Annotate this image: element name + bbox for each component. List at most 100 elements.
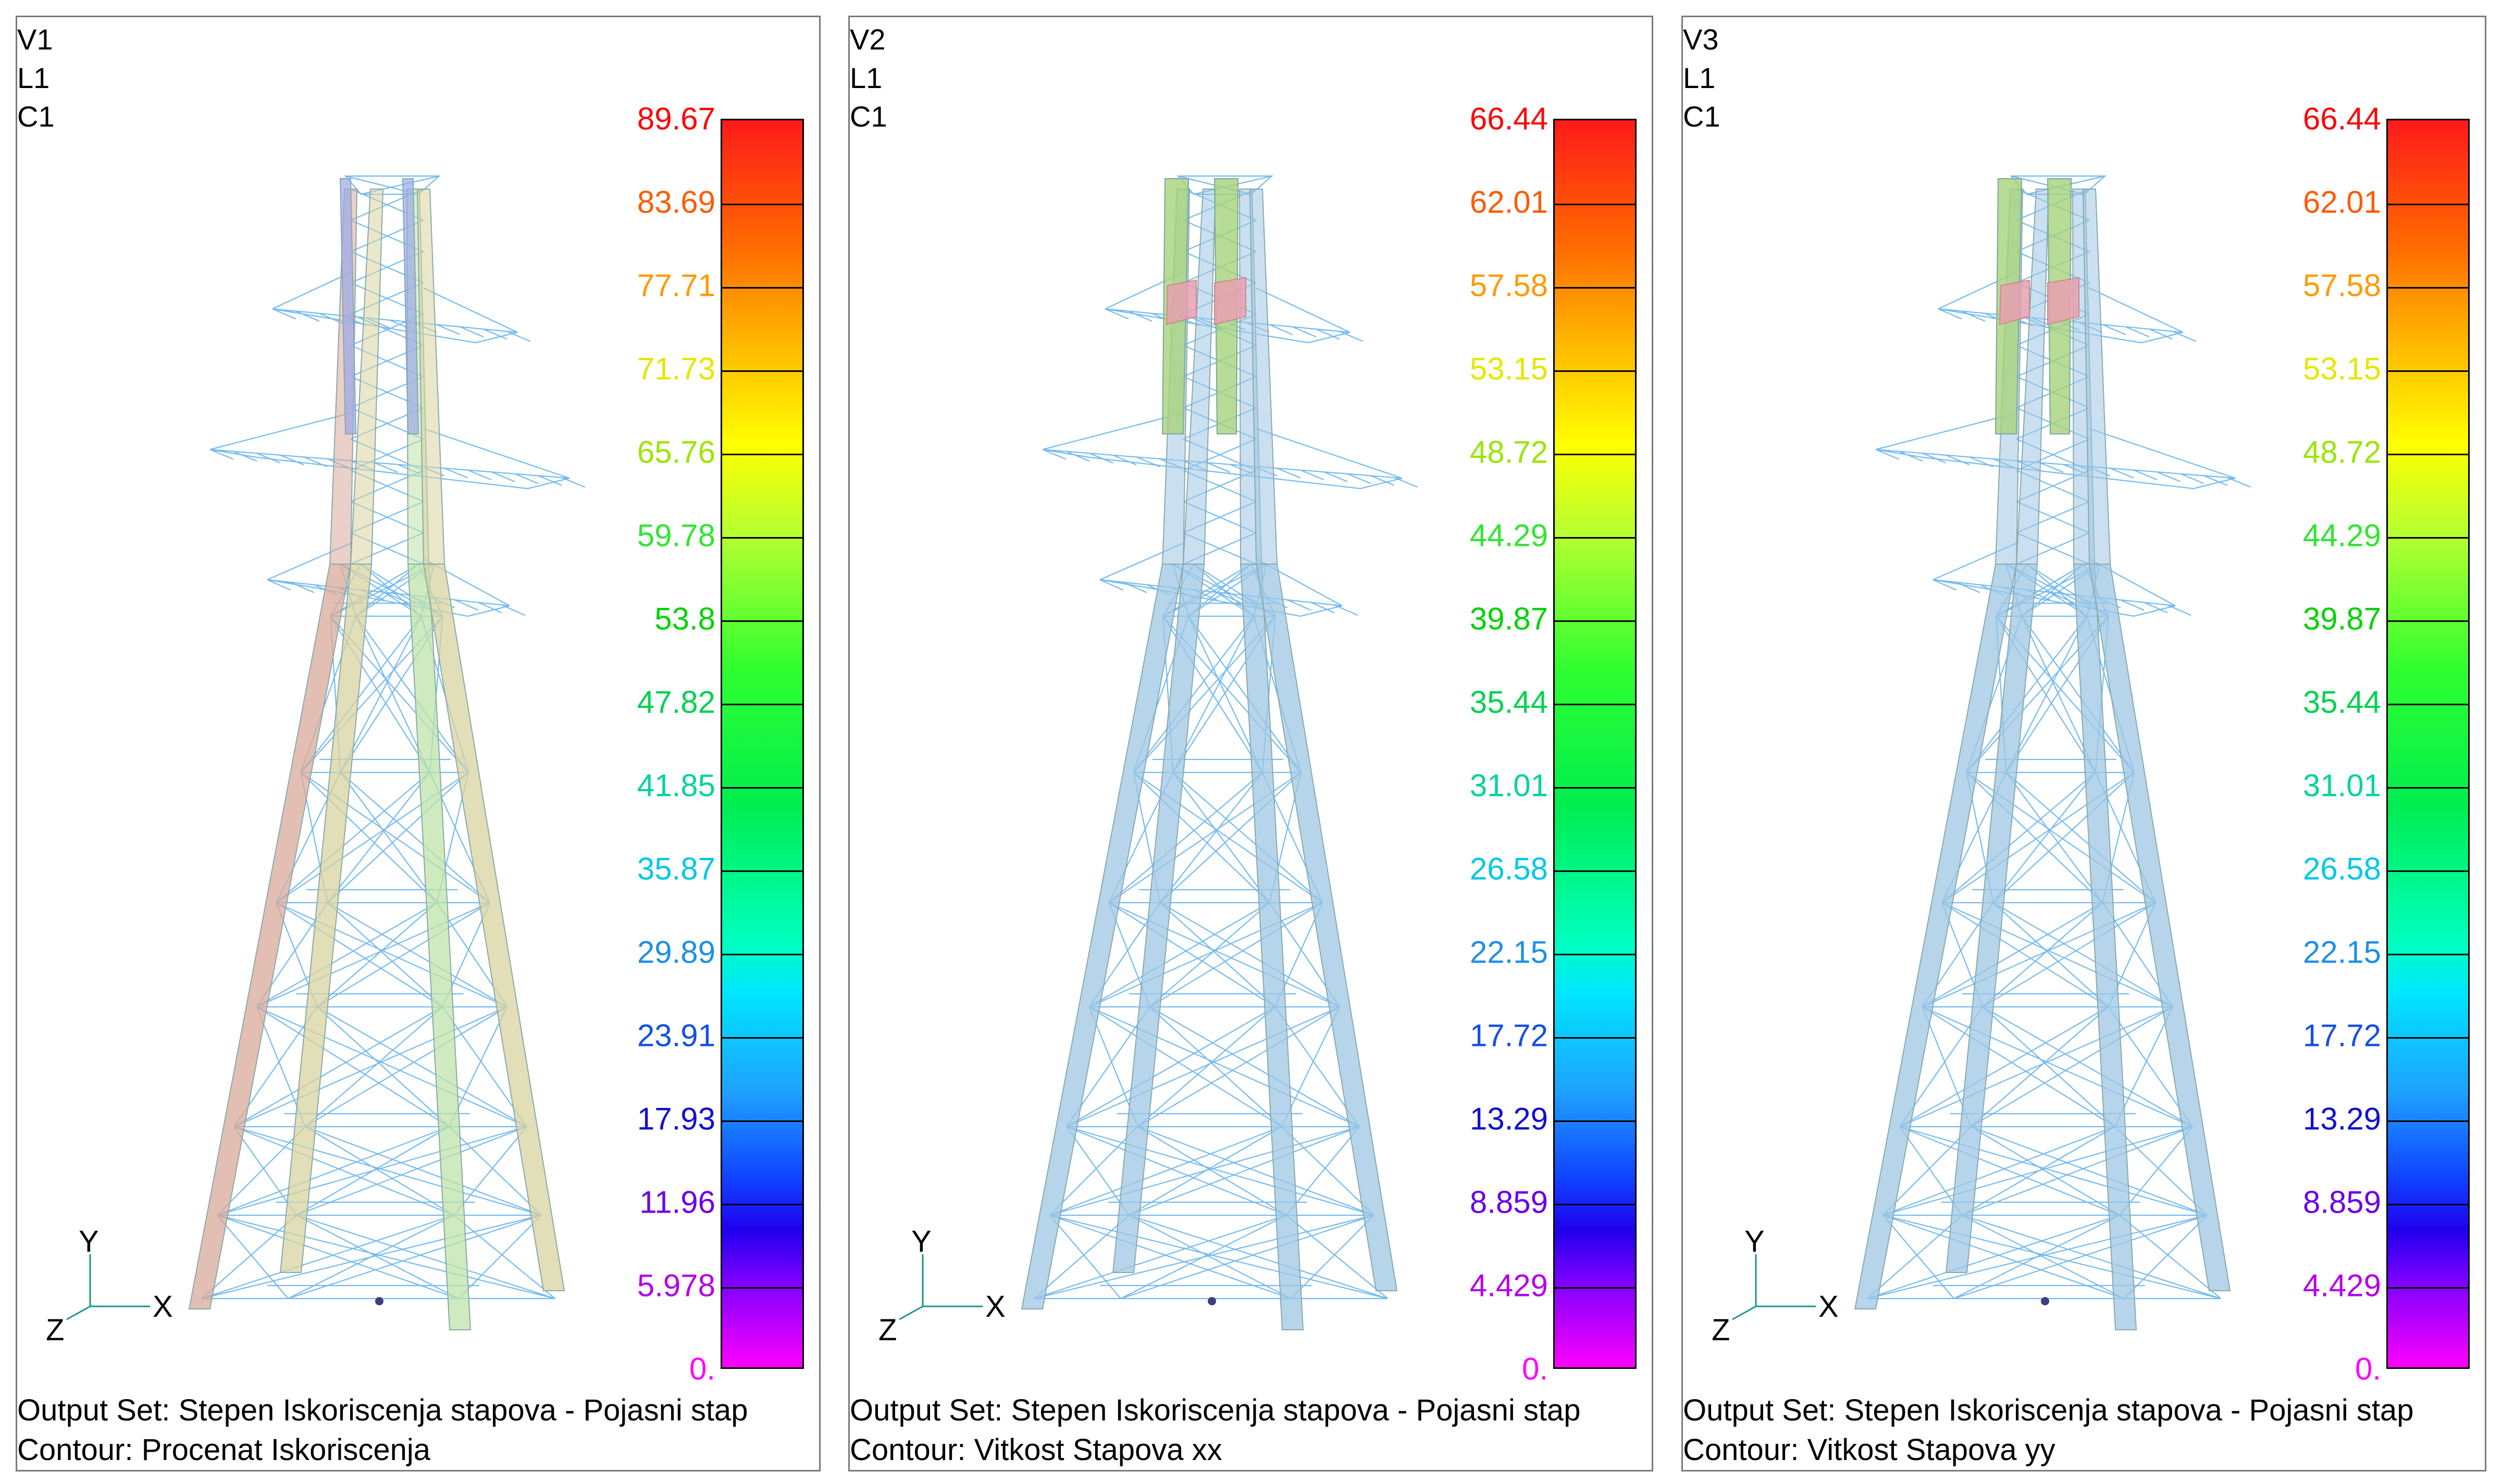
brace-member (449, 1126, 542, 1216)
legend-divider (722, 454, 802, 455)
brace-member (1149, 1006, 1360, 1127)
legend-divider (2388, 454, 2468, 455)
crossarm-lacing (1128, 310, 1153, 322)
tower-model[interactable]: Y X Z (1683, 17, 2486, 1471)
contour-legend-bar (2386, 119, 2470, 1369)
brace-member (1953, 1215, 2120, 1299)
crossarm-lacing (1206, 462, 1231, 473)
legend-divider (1555, 204, 1635, 205)
legend-divider (2388, 1120, 2468, 1122)
brace-member (256, 902, 437, 1007)
brace-member (1966, 616, 2088, 773)
legend-value: 29.89 (637, 934, 715, 970)
legend-value: 13.29 (1469, 1101, 1548, 1137)
brace-member (1992, 902, 2173, 1007)
brace-member (1149, 902, 1323, 1007)
legend-value: 13.29 (2302, 1101, 2381, 1137)
legend-value: 8.859 (1469, 1184, 1548, 1220)
viewport-panel-v1[interactable]: V1 L1 C1 Y X Z 89.67 83.69 77.71 71.73 65.76 59… (16, 16, 821, 1471)
x-axis-label: X (985, 1290, 1006, 1324)
brace-member (1066, 1006, 1340, 1128)
brace-member (1982, 1006, 2115, 1127)
legend-divider (1555, 1037, 1635, 1039)
crossarm-lacing (2133, 469, 2158, 481)
brace-member (305, 1006, 507, 1127)
legend-value: 53.15 (2302, 351, 2381, 386)
legend-value: 71.73 (637, 351, 715, 386)
case-id: C1 (17, 100, 55, 133)
brace-member (1159, 902, 1340, 1007)
crossarm-lacing (2203, 475, 2228, 486)
brace-member (1137, 1126, 1287, 1216)
crossarm-lacing (1042, 448, 1067, 460)
tower-leg-upper (2082, 189, 2111, 565)
crossarm-lacing (1277, 467, 1301, 479)
brace-member (1899, 1126, 2120, 1216)
crossarm-lacing (1316, 328, 1340, 340)
brace-member (1971, 1126, 2120, 1216)
legend-value: 39.87 (2302, 601, 2381, 637)
brace-member (305, 1126, 454, 1216)
view-header: V1 L1 C1 (17, 20, 55, 136)
brace-member (1137, 1126, 1374, 1216)
legend-divider (2388, 954, 2468, 955)
crossarm (267, 579, 510, 617)
crossarm-lacing (1899, 451, 1923, 462)
brace-member (1962, 1214, 2221, 1300)
legend-value: 17.93 (637, 1101, 715, 1137)
crossarm-lacing (506, 331, 531, 342)
brace-member (1982, 902, 2103, 1007)
legend-value: 23.91 (637, 1018, 715, 1053)
crossarm-lacing (2149, 328, 2173, 340)
crossarm-lacing (1269, 324, 1293, 335)
tower-model[interactable]: Y X Z (850, 17, 1653, 1471)
brace-member (1159, 772, 1302, 903)
crossarm-lacing (1938, 308, 1962, 320)
crossarm-tie (1042, 412, 1184, 451)
crossarm-lacing (467, 469, 492, 481)
legend-divider (1555, 537, 1635, 539)
legend-divider (722, 1287, 802, 1289)
brace-member (1290, 1215, 1374, 1299)
crossarm-lacing (1287, 599, 1311, 611)
legend-divider (1555, 787, 1635, 789)
brace-member (217, 1126, 450, 1216)
brace-member (256, 902, 490, 1008)
brace-member (1962, 1126, 2193, 1216)
viewport-panel-v2[interactable]: V2 L1 C1 Y X Z 66.44 62.01 57.58 53.15 48.72 44… (848, 16, 1653, 1471)
brace-member (1882, 1214, 2125, 1300)
brace-member (1971, 1006, 2109, 1127)
legend-value: 57.58 (1469, 268, 1548, 303)
brace-member (233, 1006, 507, 1128)
brace-member (317, 902, 490, 1007)
brace-member (1899, 1126, 1963, 1216)
z-axis-label: Z (1712, 1313, 1730, 1347)
brace-member (1941, 902, 2173, 1008)
y-axis-label: Y (1744, 1225, 1765, 1258)
brace-member (1129, 1215, 1292, 1299)
crossarm-lacing (1875, 448, 1900, 460)
tower-model[interactable]: Y X Z (17, 17, 821, 1471)
brace-member (327, 902, 507, 1007)
brace-member (2114, 1126, 2208, 1216)
brace-member (1966, 772, 2103, 903)
legend-divider (722, 370, 802, 372)
legend-value: 47.82 (637, 684, 715, 720)
crossarm-lacing (501, 604, 526, 616)
legend-divider (1555, 287, 1635, 289)
viewport-panel-v3[interactable]: V3 L1 C1 Y X Z 66.44 62.01 57.58 53.15 48.72 44… (1681, 16, 2486, 1471)
legend-value: 17.72 (2302, 1018, 2381, 1053)
crossarm-lacing (444, 467, 468, 479)
crossarm-lacing (233, 451, 257, 462)
tower-leg-upper (1249, 189, 1278, 565)
legend-divider (2388, 1204, 2468, 1205)
legend-divider (2388, 787, 2468, 789)
origin-marker (375, 1297, 383, 1305)
legend-divider (1555, 370, 1635, 372)
brace-member (296, 1126, 527, 1216)
brace-member (457, 1215, 542, 1299)
crossarm-lacing (2227, 477, 2251, 488)
brace-member (296, 1126, 450, 1216)
brace-member (1882, 1126, 2115, 1216)
crossarm-lacing (2125, 326, 2150, 338)
